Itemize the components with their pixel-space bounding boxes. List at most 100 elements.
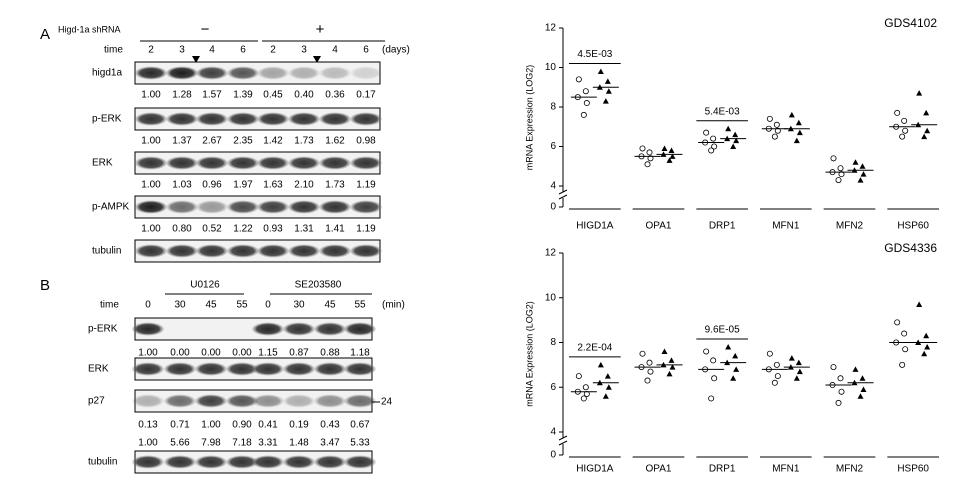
quant-value: 1.39 bbox=[233, 90, 253, 101]
quant-value: 0.41 bbox=[258, 420, 278, 431]
data-point bbox=[901, 330, 908, 337]
data-point bbox=[796, 129, 803, 136]
panel-label: A bbox=[40, 26, 50, 43]
data-point bbox=[730, 143, 737, 149]
data-point bbox=[724, 135, 731, 142]
data-point bbox=[596, 84, 603, 90]
time-value: 45 bbox=[205, 300, 217, 311]
blot-band bbox=[350, 156, 382, 170]
row-label: tubulin bbox=[92, 246, 121, 257]
time-value: 2 bbox=[148, 45, 154, 56]
quant-value: 0.67 bbox=[350, 420, 370, 431]
blot-band bbox=[226, 362, 258, 376]
y-tick-label: 0 bbox=[550, 450, 556, 461]
blot-band bbox=[319, 244, 351, 258]
blot-band bbox=[288, 244, 320, 258]
quant-value: 1.00 bbox=[201, 420, 221, 431]
blot-band bbox=[257, 200, 289, 214]
data-point bbox=[574, 94, 581, 101]
data-point bbox=[765, 125, 772, 132]
time-value: 30 bbox=[174, 300, 186, 311]
blot-band bbox=[288, 156, 320, 170]
blot-band bbox=[196, 200, 228, 214]
blot-band bbox=[314, 455, 346, 469]
arrowhead bbox=[192, 56, 200, 63]
data-point bbox=[837, 165, 844, 172]
data-point bbox=[639, 145, 646, 152]
x-tick-label: OPA1 bbox=[646, 464, 672, 475]
data-point bbox=[916, 90, 923, 96]
data-point bbox=[574, 388, 581, 395]
data-point bbox=[702, 366, 709, 373]
data-point bbox=[638, 364, 645, 371]
data-point bbox=[860, 171, 867, 177]
blot-band bbox=[132, 394, 164, 408]
data-point bbox=[795, 119, 802, 126]
data-point bbox=[771, 133, 778, 140]
quant-value: 1.73 bbox=[294, 136, 314, 147]
data-point bbox=[766, 350, 773, 357]
data-point bbox=[851, 167, 858, 173]
y-tick-label: 12 bbox=[545, 248, 557, 259]
quant-value: 0.93 bbox=[263, 224, 283, 235]
data-point bbox=[660, 361, 667, 368]
data-point bbox=[668, 357, 675, 363]
data-point bbox=[924, 343, 931, 350]
data-point bbox=[894, 109, 901, 116]
data-point bbox=[829, 382, 836, 389]
quant-value: 0.36 bbox=[325, 90, 345, 101]
quant-value: 0.40 bbox=[294, 90, 314, 101]
y-tick-label: 4 bbox=[550, 181, 556, 192]
quant-value: 1.19 bbox=[356, 224, 376, 235]
row-label: p-ERK bbox=[88, 324, 118, 335]
data-point bbox=[838, 388, 845, 395]
data-point bbox=[835, 177, 842, 184]
data-point bbox=[852, 159, 859, 165]
data-point bbox=[733, 366, 740, 372]
data-point bbox=[852, 366, 859, 372]
blot-band bbox=[344, 322, 376, 336]
x-tick-label: HSP60 bbox=[897, 464, 929, 475]
data-point bbox=[923, 109, 930, 116]
quant-value: 1.22 bbox=[233, 224, 253, 235]
y-tick-label: 6 bbox=[550, 382, 556, 393]
arrowhead bbox=[313, 56, 321, 63]
y-axis-label: mRNA Expression (LOG2) bbox=[524, 301, 534, 407]
data-point bbox=[580, 395, 587, 402]
panel-label: B bbox=[40, 277, 50, 294]
y-tick-label: 0 bbox=[550, 202, 556, 213]
blot-band bbox=[195, 362, 227, 376]
data-point bbox=[725, 125, 732, 132]
time-value: 3 bbox=[179, 45, 185, 56]
data-point bbox=[597, 361, 604, 368]
data-point bbox=[711, 375, 718, 382]
blot-band bbox=[164, 455, 196, 469]
blot-band bbox=[226, 394, 258, 408]
time-unit: (min) bbox=[382, 300, 405, 311]
data-point bbox=[899, 361, 906, 368]
quant-value: 1.18 bbox=[350, 348, 370, 359]
data-point bbox=[899, 133, 906, 140]
quant-value: 1.31 bbox=[294, 224, 314, 235]
blot-band bbox=[344, 394, 376, 408]
row-label: ERK bbox=[92, 158, 113, 169]
time-label: time bbox=[104, 45, 123, 56]
blot-band bbox=[135, 244, 167, 258]
y-tick-label: 12 bbox=[545, 23, 557, 34]
blot-band bbox=[288, 112, 320, 126]
quant-value: 1.73 bbox=[325, 180, 345, 191]
x-tick-label: DRP1 bbox=[709, 464, 736, 475]
quant-value: 3.31 bbox=[258, 438, 278, 449]
data-point bbox=[921, 133, 928, 140]
time-value: 6 bbox=[240, 45, 246, 56]
data-point bbox=[902, 127, 909, 134]
data-point bbox=[582, 88, 589, 95]
time-unit: (days) bbox=[382, 45, 410, 56]
data-point bbox=[580, 111, 587, 118]
data-point bbox=[602, 393, 609, 399]
blot-band bbox=[350, 66, 382, 80]
data-point bbox=[829, 169, 836, 176]
annotation: 5.4E-03 bbox=[705, 106, 740, 117]
data-point bbox=[644, 377, 651, 384]
